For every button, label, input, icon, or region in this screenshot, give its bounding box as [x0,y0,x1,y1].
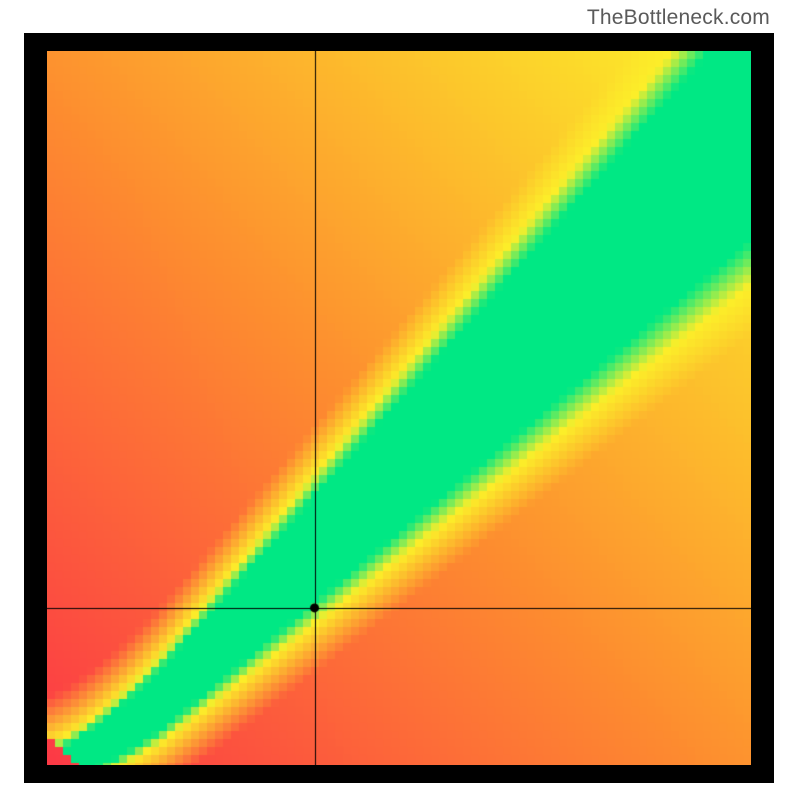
chart-frame [24,33,774,783]
watermark-text: TheBottleneck.com [587,6,770,30]
heatmap-canvas [47,51,751,765]
root: TheBottleneck.com [0,0,800,800]
